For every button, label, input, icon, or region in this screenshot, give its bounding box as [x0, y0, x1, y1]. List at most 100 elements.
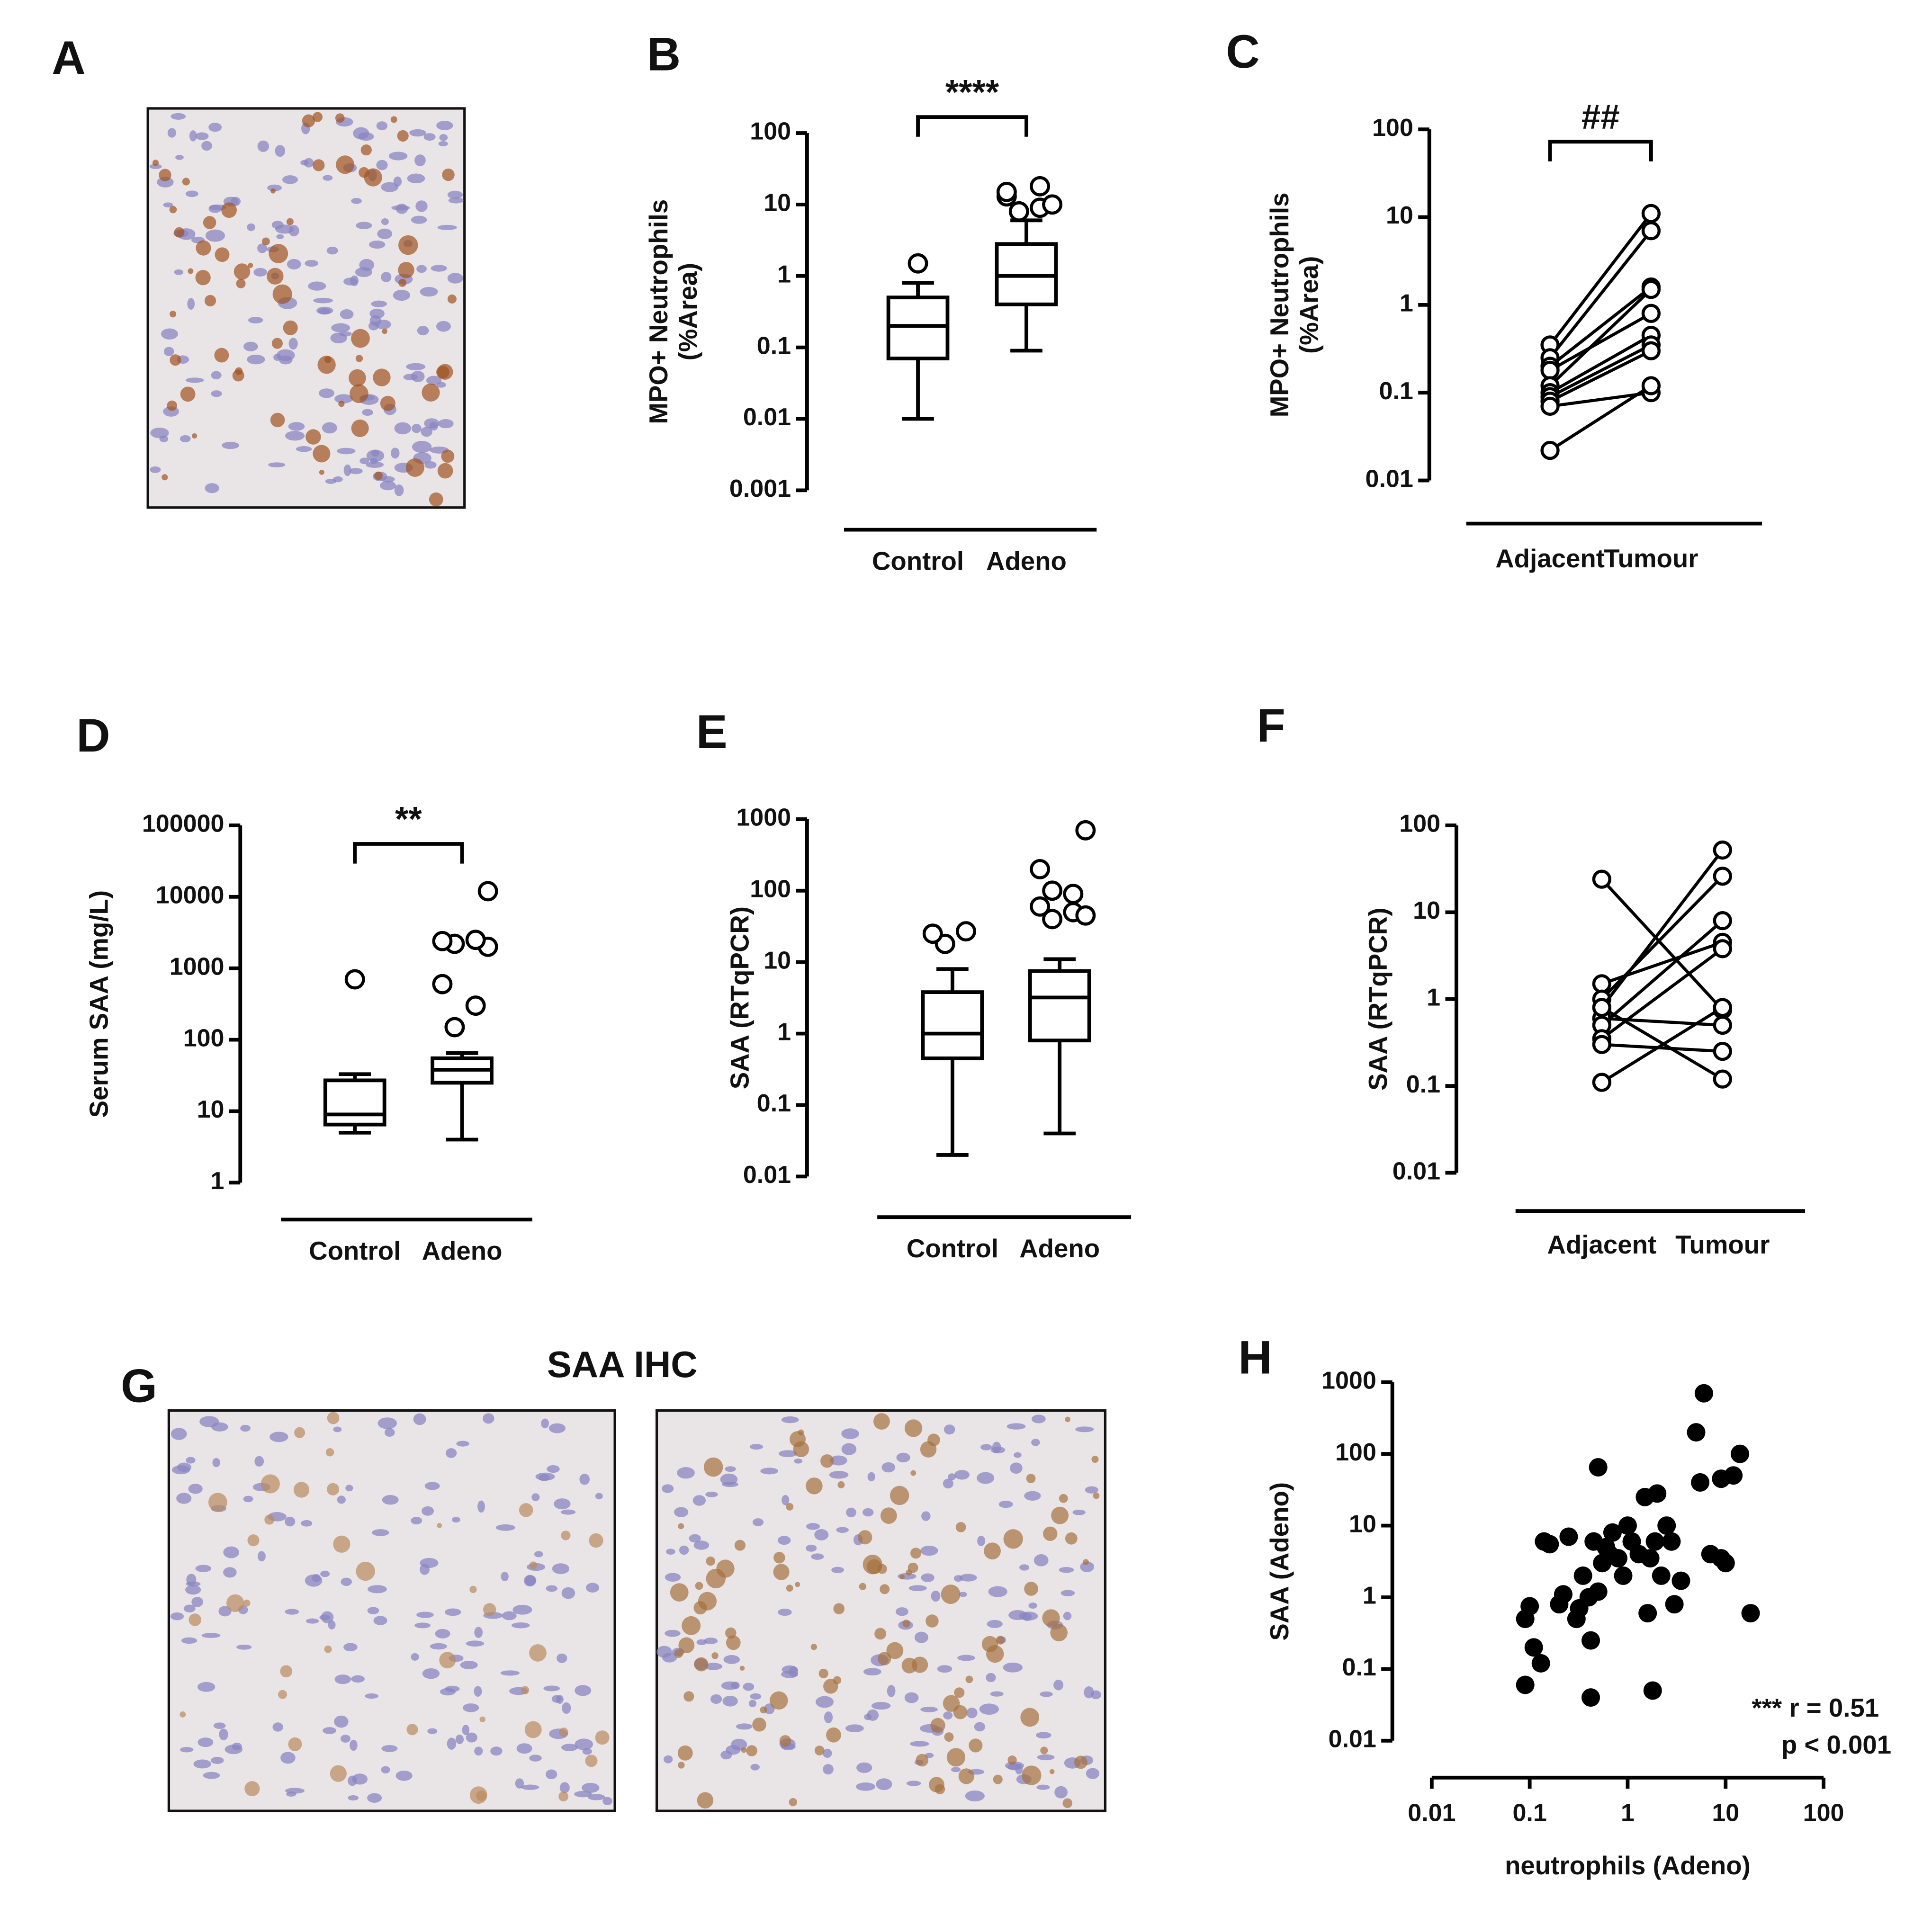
stain: [833, 1603, 845, 1614]
nucleus: [554, 1498, 571, 1510]
nucleus: [381, 1766, 390, 1773]
point: [1559, 1527, 1578, 1546]
nucleus: [845, 1724, 864, 1732]
y-axis-label: (%Area): [674, 263, 702, 360]
nucleus: [696, 1639, 707, 1645]
nucleus: [1080, 1561, 1095, 1572]
stain: [726, 1635, 741, 1650]
nucleus: [273, 354, 282, 361]
stain: [261, 1474, 280, 1494]
nucleus: [300, 160, 309, 166]
stain: [195, 270, 211, 286]
stain: [693, 1601, 707, 1615]
panel-label: D: [76, 709, 110, 761]
nucleus: [722, 1695, 738, 1707]
nucleus: [195, 132, 209, 140]
significance-bracket: [353, 842, 464, 864]
stain: [820, 1454, 834, 1468]
nucleus: [1028, 1603, 1037, 1609]
stain: [1065, 1416, 1070, 1423]
nucleus: [287, 259, 301, 269]
nucleus: [587, 1794, 605, 1800]
nucleus: [1033, 1554, 1049, 1567]
stain: [270, 412, 285, 428]
stain: [398, 278, 407, 287]
nucleus: [721, 1681, 739, 1690]
stain: [561, 1531, 571, 1540]
stain: [910, 1548, 922, 1559]
nucleus: [674, 1507, 689, 1517]
nucleus: [367, 1607, 379, 1614]
pair-line: [1601, 1043, 1723, 1053]
nucleus: [381, 272, 392, 282]
pair-line: [1601, 1006, 1724, 1084]
nucleus: [276, 234, 284, 240]
nucleus: [439, 134, 448, 141]
nucleus: [195, 1565, 212, 1572]
stain: [390, 116, 397, 123]
nucleus: [664, 1755, 673, 1764]
nucleus: [353, 127, 369, 140]
nucleus: [394, 422, 411, 435]
nucleus: [171, 1465, 190, 1475]
nucleus: [334, 394, 353, 403]
nucleus: [365, 1693, 378, 1699]
point: [1641, 204, 1661, 224]
nucleus: [267, 184, 282, 191]
outlier: [444, 1017, 465, 1038]
nucleus: [693, 1540, 710, 1550]
point: [1665, 1595, 1684, 1614]
pair-line: [1600, 875, 1724, 1001]
nucleus: [760, 1468, 779, 1475]
stain: [356, 1561, 375, 1581]
y-tick-label: 100000: [142, 810, 225, 838]
stain: [248, 263, 253, 268]
nucleus: [781, 1670, 798, 1678]
point: [1592, 869, 1611, 889]
stain: [953, 1705, 968, 1719]
nucleus: [778, 1450, 797, 1457]
point: [1592, 1073, 1611, 1092]
nucleus: [560, 1509, 576, 1515]
nucleus: [414, 154, 426, 167]
nucleus: [1063, 1612, 1072, 1621]
stain: [215, 247, 230, 262]
outlier: [465, 995, 486, 1016]
outlier: [1030, 859, 1051, 879]
stain: [946, 1748, 966, 1767]
whisker-high: [1010, 218, 1042, 244]
x-tick-label: Adeno: [986, 546, 1067, 575]
nucleus: [247, 354, 265, 365]
nucleus: [666, 1549, 675, 1555]
nucleus: [896, 1452, 910, 1463]
nucleus: [334, 1674, 351, 1684]
nucleus: [212, 1458, 220, 1468]
point: [1540, 360, 1560, 380]
stain: [677, 1745, 693, 1761]
stain: [984, 1542, 1001, 1560]
nucleus: [750, 1693, 762, 1700]
nucleus: [288, 225, 299, 237]
nucleus: [376, 121, 388, 131]
nucleus: [199, 1416, 219, 1427]
stain: [833, 1676, 842, 1684]
stain: [773, 1552, 785, 1564]
stain: [670, 1583, 689, 1602]
stain: [162, 474, 168, 481]
nucleus: [424, 418, 440, 429]
stain: [351, 419, 369, 437]
stain: [899, 1574, 905, 1580]
nucleus: [447, 190, 463, 199]
nucleus: [455, 1735, 464, 1744]
outlier: [996, 181, 1017, 202]
point: [1589, 1582, 1608, 1601]
nucleus: [665, 1629, 681, 1637]
chart-panel: C 0.01 0.1 1 10 100 MPO+ Neutrophils (%Area) Adj…: [1226, 26, 1762, 573]
nucleus: [189, 130, 197, 142]
point: [1582, 1688, 1600, 1707]
stain: [926, 1614, 939, 1628]
stain: [1091, 1456, 1099, 1463]
nucleus: [379, 481, 396, 491]
point: [1540, 396, 1560, 416]
